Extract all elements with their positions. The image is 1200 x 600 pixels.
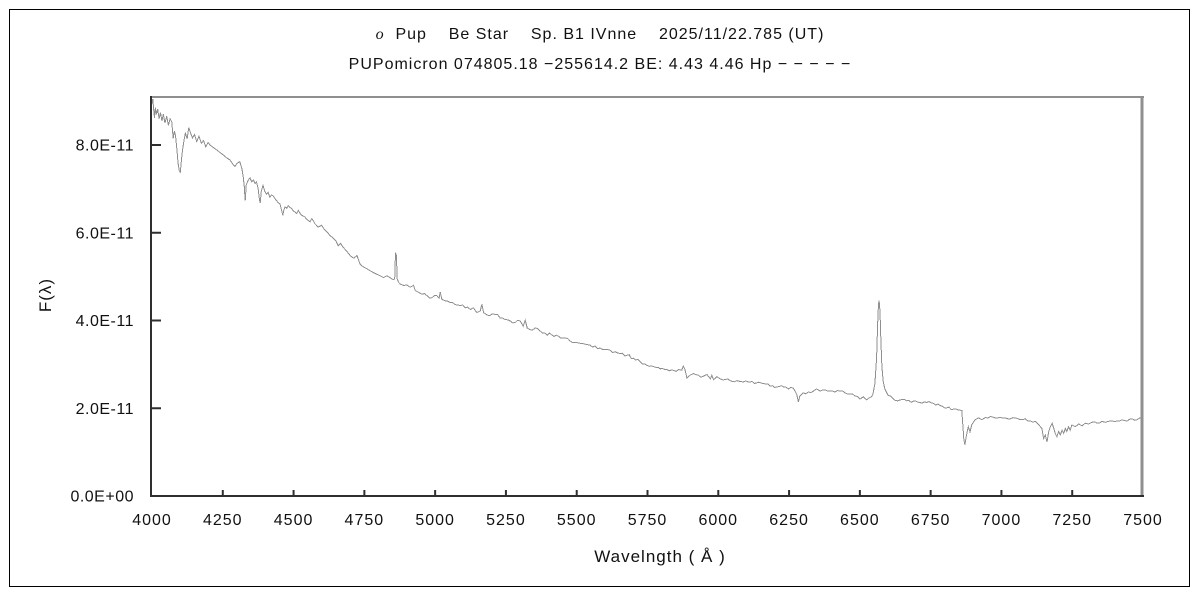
chart-subtitle: PUPomicron 074805.18 −255614.2 BE: 4.43 … — [348, 56, 852, 73]
x-tick-label: 5500 — [557, 512, 597, 529]
x-axis-title: Wavelngth ( Å ) — [594, 547, 726, 566]
x-tick-label: 5000 — [415, 512, 455, 529]
x-tick-label: 7000 — [982, 512, 1022, 529]
x-tick-label: 7500 — [1123, 512, 1163, 529]
x-tick-label: 5250 — [486, 512, 526, 529]
x-tick-label: 7250 — [1052, 512, 1092, 529]
x-tick-label: 4750 — [345, 512, 385, 529]
y-tick-label: 0.0E+00 — [70, 489, 134, 506]
spectrum-curve — [151, 98, 1144, 445]
x-tick-label: 6750 — [911, 512, 951, 529]
y-tick-label: 6.0E-11 — [76, 225, 134, 242]
chart-title-text: Pup Be Star Sp. B1 IVnne 2025/11/22.785 … — [384, 26, 825, 43]
y-tick-label: 2.0E-11 — [76, 401, 134, 418]
x-tick-label: 4000 — [132, 512, 172, 529]
x-tick-label: 6000 — [698, 512, 738, 529]
y-tick-label: 4.0E-11 — [76, 313, 134, 330]
x-tick-label: 5750 — [628, 512, 668, 529]
x-tick-label: 4500 — [274, 512, 314, 529]
x-tick-label: 4250 — [203, 512, 243, 529]
x-tick-label: 6250 — [769, 512, 809, 529]
x-tick-label: 6500 — [840, 512, 880, 529]
figure-border — [9, 9, 1190, 587]
object-letter: o — [375, 26, 385, 43]
chart-title: o Pup Be Star Sp. B1 IVnne 2025/11/22.78… — [0, 26, 1200, 44]
y-tick-label: 8.0E-11 — [76, 138, 134, 155]
